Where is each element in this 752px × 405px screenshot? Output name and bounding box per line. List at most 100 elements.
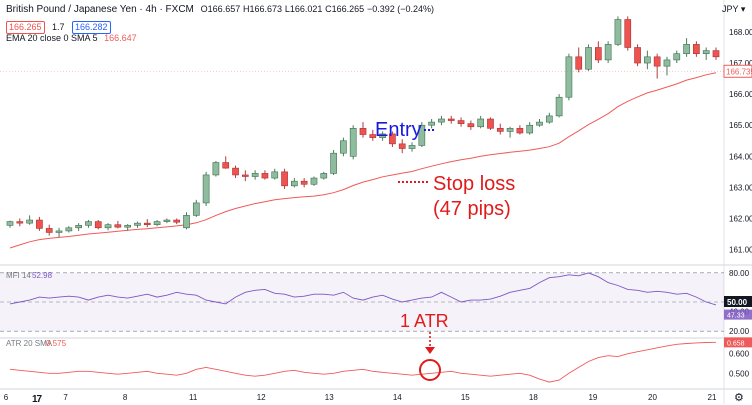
candle-body — [261, 173, 269, 179]
tradingview-logo-icon: 17 — [32, 394, 42, 405]
candle — [418, 122, 426, 147]
candle-body — [408, 145, 416, 149]
candle-body — [693, 44, 700, 55]
candle-body — [94, 221, 102, 229]
candle-body — [291, 180, 298, 187]
candle-body — [212, 162, 220, 176]
candle — [281, 168, 288, 189]
ohlc-change: −0.392 (−0.24%) — [366, 4, 435, 14]
buy-price-box[interactable]: 166.282 — [71, 21, 111, 34]
candle-body — [143, 222, 151, 225]
price-tick-label: 167.000 — [729, 59, 752, 68]
candle — [94, 220, 102, 230]
candle — [340, 137, 347, 157]
candle-body — [85, 221, 92, 226]
candle-body — [271, 171, 279, 179]
candle — [75, 223, 82, 231]
ema-legend: EMA 20 close 0 SMA 5 166.647 — [6, 33, 137, 43]
candle-body — [222, 162, 230, 169]
candle-body — [604, 44, 612, 61]
candle-body — [673, 53, 681, 61]
candle — [251, 170, 259, 180]
candle — [634, 44, 641, 67]
price-tick-label: 165.000 — [729, 121, 752, 130]
atr-tick-label: 0.500 — [729, 369, 750, 378]
mfi-tick-label: 20.00 — [729, 327, 750, 336]
candle — [222, 156, 230, 169]
time-tick-label: 13 — [325, 393, 334, 402]
atr-arrow-head — [425, 347, 435, 354]
price-tick-label: 166.000 — [729, 90, 752, 99]
symbol-title: British Pound / Japanese Yen · 4h · FXCM — [6, 4, 194, 15]
candle-body — [496, 128, 504, 132]
candle — [55, 227, 63, 238]
candle-body — [349, 128, 357, 157]
candle — [526, 122, 534, 135]
candle-body — [447, 118, 455, 121]
candle-body — [6, 221, 14, 226]
ohlc-open: O166.657 — [200, 4, 241, 14]
mfi-last-label: 50.00 — [727, 298, 748, 307]
candle-body — [65, 227, 73, 232]
candle — [447, 115, 455, 124]
mfi-lower-badge — [724, 309, 752, 320]
mfi-tick-label: 80.00 — [729, 269, 750, 278]
candle — [330, 150, 337, 175]
candle — [389, 131, 396, 147]
ema-label: EMA 20 close 0 SMA 5 — [6, 33, 98, 43]
candle — [104, 223, 112, 231]
candle — [359, 122, 367, 138]
candle-body — [359, 128, 367, 135]
ema-value: 166.647 — [104, 33, 137, 43]
time-tick-label: 15 — [461, 393, 470, 402]
currency-dropdown[interactable]: JPY ▾ — [722, 4, 746, 14]
candle-body — [575, 56, 583, 70]
candle — [506, 126, 514, 138]
atr-highlight-circle — [419, 359, 441, 381]
candle-body — [124, 225, 132, 228]
candle-body — [45, 228, 53, 233]
candle — [310, 176, 318, 186]
candle — [45, 224, 53, 236]
candle-body — [418, 124, 426, 146]
stop-loss-annotation: Stop loss — [433, 173, 515, 195]
mfi-last-badge — [724, 296, 752, 307]
atr-last-label: 0.658 — [727, 340, 745, 347]
candle — [379, 131, 386, 141]
atr-annotation: 1 ATR — [400, 311, 449, 331]
candle — [663, 56, 671, 76]
candle — [291, 178, 298, 188]
candle — [271, 168, 279, 180]
candle — [477, 115, 485, 129]
candle-body — [114, 224, 122, 228]
candle — [232, 165, 239, 179]
candle — [16, 218, 24, 227]
candle-body — [526, 124, 534, 134]
candle-body — [320, 173, 328, 179]
candle-body — [26, 219, 33, 224]
time-tick-label: 11 — [189, 393, 198, 402]
time-tick-label: 12 — [257, 393, 266, 402]
time-tick-label: 14 — [393, 393, 402, 402]
mfi-line — [9, 272, 717, 306]
candle — [555, 94, 563, 118]
candle — [261, 170, 269, 180]
settings-gear-icon[interactable]: ⚙ — [734, 392, 744, 404]
candle — [26, 215, 33, 225]
candle — [585, 44, 592, 71]
price-tick-label: 162.000 — [729, 214, 752, 223]
candle-body — [683, 44, 690, 55]
chart-header: British Pound / Japanese Yen · 4h · FXCM… — [6, 4, 434, 15]
candle-body — [192, 202, 200, 216]
candle — [212, 160, 220, 177]
candle-body — [330, 152, 337, 174]
candle — [693, 41, 700, 57]
candle — [349, 125, 357, 160]
time-tick-label: 7 — [63, 393, 68, 402]
candle — [192, 199, 200, 217]
candle — [428, 118, 435, 129]
candle-body — [202, 174, 210, 204]
candle — [398, 139, 406, 154]
